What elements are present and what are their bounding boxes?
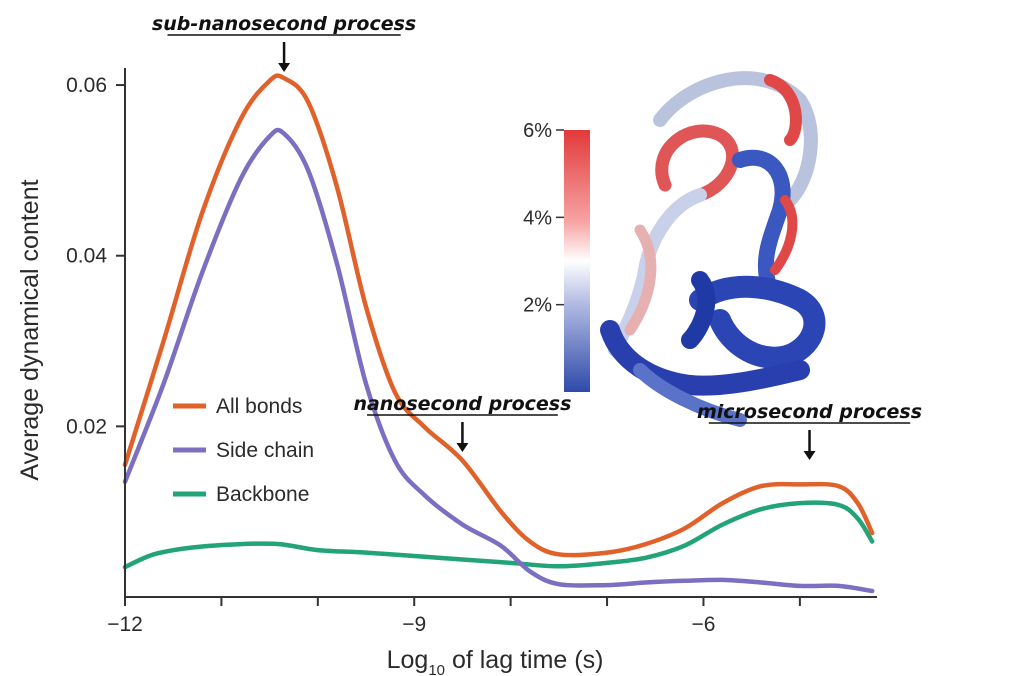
colorbar	[564, 130, 590, 392]
colorbar-label: 4%	[523, 207, 552, 229]
series-line-side-chain	[122, 127, 875, 594]
annotation-label: nanosecond process	[353, 393, 571, 415]
annotation-arrow-head	[278, 63, 291, 72]
colorbar-label: 6%	[523, 120, 552, 142]
y-tick-label: 0.04	[66, 245, 107, 268]
annotation-arrow-head	[456, 443, 469, 452]
y-axis-title: Average dynamical content	[16, 179, 44, 480]
series-line-all-bonds	[122, 73, 875, 558]
annotation-arrow-head	[803, 451, 816, 460]
x-axis-title: Log10 of lag time (s)	[387, 646, 604, 676]
x-tick-label: −12	[107, 613, 143, 636]
protein-structure-image	[600, 71, 826, 427]
series-line-backbone	[122, 500, 875, 570]
x-tick-label: −9	[402, 613, 426, 636]
annotation-label: sub-nanosecond process	[152, 13, 416, 35]
legend-label: Side chain	[216, 439, 314, 462]
annotation-label: microsecond process	[697, 401, 922, 423]
y-tick-label: 0.06	[66, 74, 107, 97]
x-tick-label: −6	[691, 613, 715, 636]
legend-label: Backbone	[216, 483, 309, 506]
y-tick-label: 0.02	[66, 415, 107, 438]
legend-label: All bonds	[216, 395, 302, 418]
colorbar-label: 2%	[523, 295, 552, 317]
